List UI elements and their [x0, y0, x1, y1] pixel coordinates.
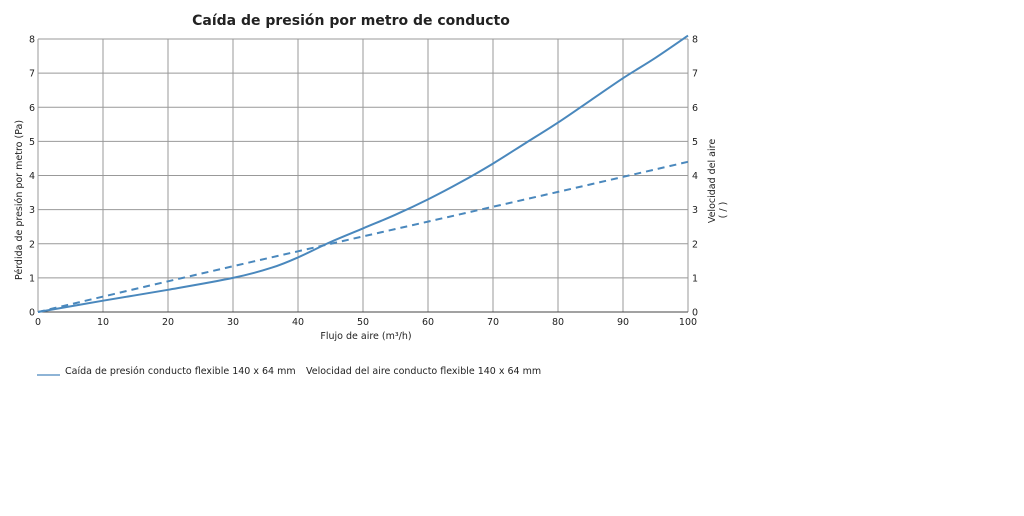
- grid: [37, 38, 689, 313]
- y2-axis-unit: ( / ): [718, 202, 729, 219]
- series-line-1: [37, 34, 689, 313]
- y-tick-label: 4: [29, 171, 35, 182]
- y-tick-label: 0: [29, 308, 35, 319]
- y2-tick-label: 5: [692, 137, 698, 148]
- x-tick-label: 10: [97, 317, 109, 328]
- y2-tick-label: 7: [692, 69, 698, 80]
- x-tick-label: 20: [162, 317, 174, 328]
- x-tick-label: 50: [357, 317, 369, 328]
- y-tick-label: 6: [29, 103, 35, 114]
- x-tick-label: 90: [617, 317, 629, 328]
- y2-tick-label: 2: [692, 239, 698, 250]
- legend-label-1: Caída de presión conducto flexible 140 x…: [65, 366, 296, 377]
- x-tick-label: 60: [422, 317, 434, 328]
- x-tick-label: 70: [487, 317, 499, 328]
- y-tick-label: 5: [29, 137, 35, 148]
- y-tick-label: 2: [29, 239, 35, 250]
- chart-title: Caída de presión por metro de conducto: [192, 13, 510, 29]
- y-tick-label: 1: [29, 273, 35, 284]
- x-axis-label: Flujo de aire (m³/h): [320, 331, 411, 342]
- y2-tick-label: 4: [692, 171, 698, 182]
- y2-tick-label: 6: [692, 103, 698, 114]
- y2-tick-label: 8: [692, 35, 698, 46]
- y2-tick-label: 0: [692, 308, 698, 319]
- x-tick-label: 30: [227, 317, 239, 328]
- y-tick-label: 7: [29, 69, 35, 80]
- x-tick-label: 40: [292, 317, 304, 328]
- legend-label-2: Velocidad del aire conducto flexible 140…: [306, 366, 541, 377]
- x-tick-label: 0: [35, 317, 41, 328]
- y-tick-label: 3: [29, 205, 35, 216]
- series-layer: [37, 34, 689, 313]
- y2-tick-label: 3: [692, 205, 698, 216]
- legend: Caída de presión conducto flexible 140 x…: [37, 366, 541, 377]
- x-tick-label: 80: [552, 317, 564, 328]
- y-tick-label: 8: [29, 35, 35, 46]
- x-tick-label: 100: [679, 317, 697, 328]
- y-axis-label: Pérdida de presión por metro (Pa): [14, 120, 25, 280]
- y2-tick-label: 1: [692, 273, 698, 284]
- y2-axis-label: Velocidad del aire: [707, 139, 718, 224]
